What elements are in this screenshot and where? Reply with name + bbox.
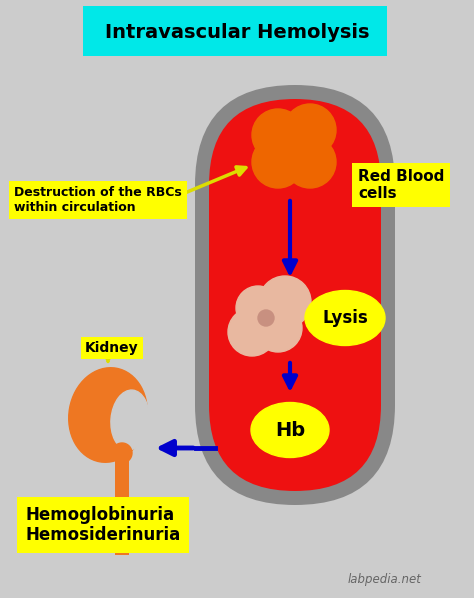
Ellipse shape — [251, 402, 329, 457]
Text: Destruction of the RBCs
within circulation: Destruction of the RBCs within circulati… — [14, 186, 182, 214]
Text: labpedia.net: labpedia.net — [348, 573, 422, 586]
Ellipse shape — [305, 291, 385, 346]
Text: Lysis: Lysis — [322, 309, 368, 327]
Text: Intravascular Hemolysis: Intravascular Hemolysis — [105, 23, 369, 42]
Circle shape — [284, 104, 336, 156]
Circle shape — [236, 286, 280, 330]
Circle shape — [284, 136, 336, 188]
Ellipse shape — [69, 368, 147, 462]
Text: Hemoglobinuria
Hemosiderinuria: Hemoglobinuria Hemosiderinuria — [25, 505, 180, 544]
Circle shape — [258, 310, 274, 326]
Circle shape — [252, 109, 304, 161]
FancyBboxPatch shape — [209, 99, 381, 491]
Circle shape — [259, 276, 311, 328]
FancyBboxPatch shape — [195, 85, 395, 505]
Circle shape — [254, 304, 302, 352]
Ellipse shape — [111, 390, 149, 450]
FancyBboxPatch shape — [115, 453, 129, 555]
Text: Hb: Hb — [275, 420, 305, 440]
Circle shape — [228, 308, 276, 356]
Circle shape — [252, 136, 304, 188]
Text: Red Blood
cells: Red Blood cells — [358, 169, 444, 201]
FancyBboxPatch shape — [83, 6, 387, 56]
Text: Kidney: Kidney — [85, 341, 138, 355]
Circle shape — [112, 443, 132, 463]
